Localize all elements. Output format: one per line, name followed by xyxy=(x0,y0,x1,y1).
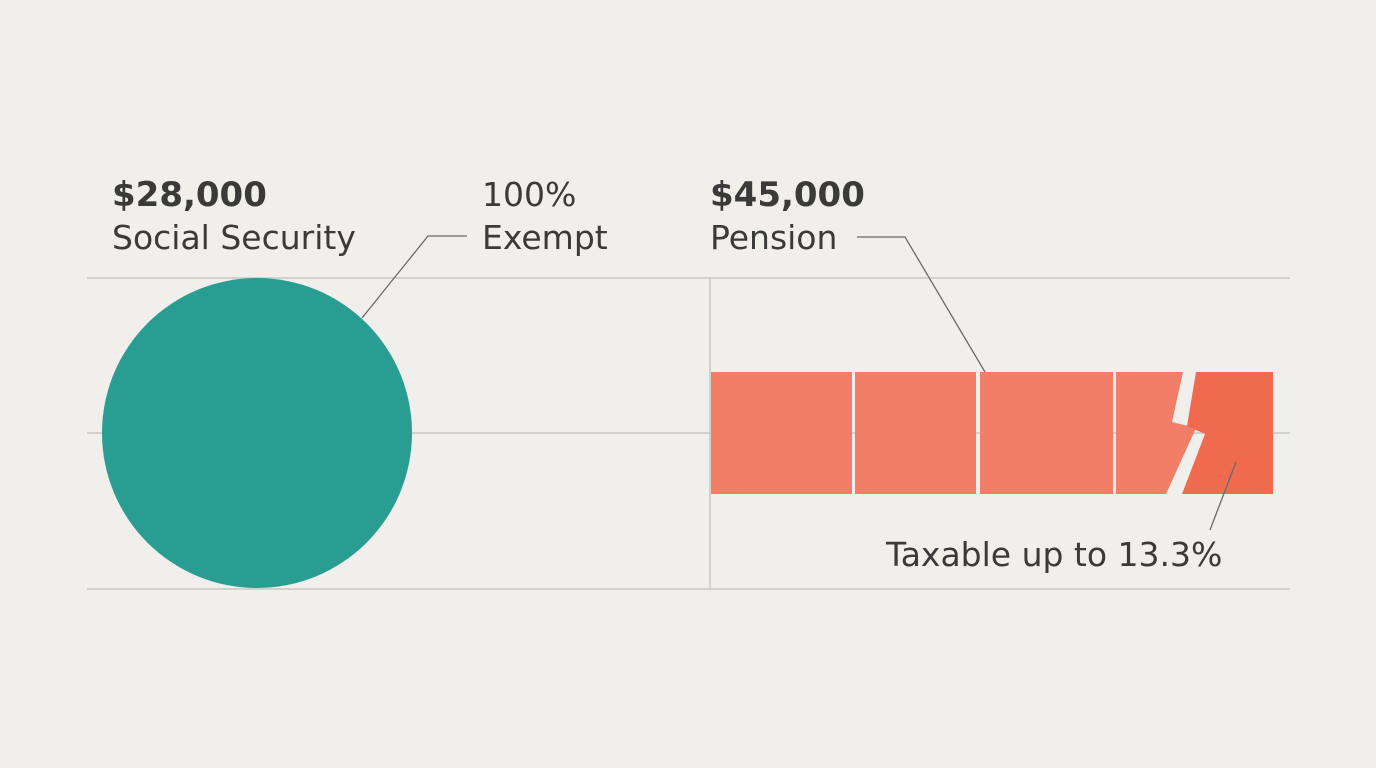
pension-segment xyxy=(711,372,852,494)
pension-segment xyxy=(855,372,976,494)
leader-line xyxy=(1209,461,1237,531)
leader-line xyxy=(857,236,986,373)
callout: Taxable up to 13.3% xyxy=(885,535,1222,574)
pension-segment xyxy=(1116,372,1196,494)
taxable-segment xyxy=(1182,372,1273,494)
label: Social Security xyxy=(112,218,356,257)
callout: Exempt xyxy=(482,218,608,257)
amount: $28,000 xyxy=(112,175,267,215)
social-security-circle xyxy=(102,278,412,588)
amount: $45,000 xyxy=(710,175,865,215)
pension-segment xyxy=(980,372,1113,494)
label: Pension xyxy=(710,218,837,257)
callout: 100% xyxy=(482,175,576,214)
leader-line xyxy=(361,235,467,319)
